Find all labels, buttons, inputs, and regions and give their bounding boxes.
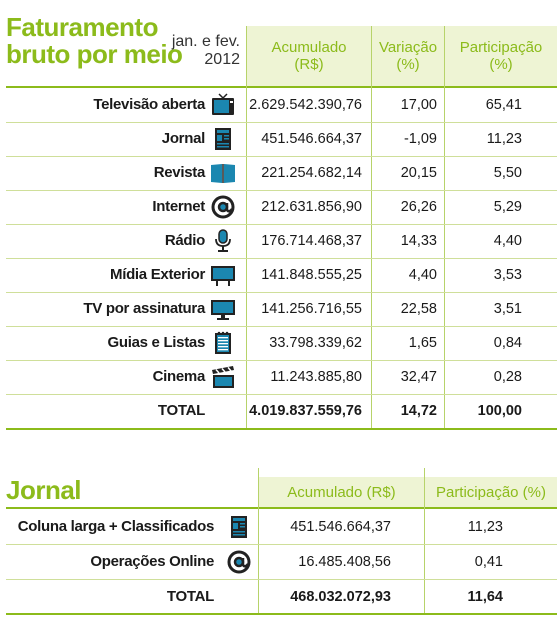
column-divider [424, 468, 425, 613]
cell-variacao: -1,09 [403, 131, 437, 147]
at-sign-icon [210, 195, 236, 219]
cell-acumulado: 212.631.856,90 [261, 199, 362, 215]
header-acumulado-line2: (R$) [294, 56, 324, 73]
monitor-icon [210, 297, 236, 321]
cell-participacao: 11,64 [467, 589, 504, 605]
cell-acumulado: 2.629.542.390,76 [249, 97, 362, 113]
cell-participacao: 65,41 [485, 97, 522, 113]
at-sign-icon [226, 550, 252, 574]
header-participacao: Participação (%) [425, 477, 557, 507]
cell-acumulado: 176.714.468,37 [261, 233, 362, 249]
cell-variacao: 20,15 [400, 165, 437, 181]
row-label: Revista [153, 164, 206, 181]
cell-participacao: 11,23 [467, 519, 503, 535]
table-title: Faturamento bruto por meio [6, 12, 183, 69]
row-label: TV por assinatura [83, 300, 205, 317]
row-separator [6, 326, 557, 327]
bottom-rule [6, 428, 557, 430]
cell-acumulado: 451.546.664,37 [290, 519, 391, 535]
cell-participacao: 0,84 [493, 335, 522, 351]
row-label: Cinema [152, 368, 206, 385]
cell-participacao: 4,40 [493, 233, 522, 249]
cell-variacao: 14,72 [400, 403, 437, 419]
header-acumulado-line1: Acumulado [271, 39, 347, 56]
header-acumulado: Acumulado (R$) [259, 477, 424, 507]
header-rule [6, 86, 557, 88]
row-label: Televisão aberta [93, 96, 205, 113]
header-variacao-line1: Variação [378, 39, 438, 56]
cell-participacao: 0,41 [474, 554, 503, 570]
header-participacao: Participação (%) [445, 26, 557, 86]
row-separator [6, 156, 557, 157]
cell-acumulado: 468.032.072,93 [290, 589, 391, 605]
period-line1: jan. e fev. [171, 33, 240, 50]
row-separator [6, 394, 557, 395]
row-separator [6, 224, 557, 225]
tv-icon [210, 93, 236, 117]
row-separator [6, 360, 557, 361]
newspaper-icon [226, 515, 252, 539]
microphone-icon [210, 229, 236, 253]
header-acumulado: Acumulado (R$) [247, 26, 371, 86]
column-divider [258, 468, 259, 613]
cell-acumulado: 141.256.716,55 [261, 301, 362, 317]
row-label: Mídia Exterior [110, 266, 205, 283]
billboard-icon [210, 263, 236, 287]
table-title-line2: bruto por meio [6, 39, 183, 69]
cell-participacao: 5,50 [493, 165, 522, 181]
column-divider [371, 26, 372, 430]
header-participacao-line1: Participação [459, 39, 543, 56]
row-separator [6, 292, 557, 293]
cell-acumulado: 33.798.339,62 [269, 335, 362, 351]
cell-variacao: 4,40 [408, 267, 437, 283]
row-separator [6, 190, 557, 191]
cell-acumulado: 141.848.555,25 [261, 267, 362, 283]
magazine-icon [210, 161, 236, 185]
cell-variacao: 1,65 [408, 335, 437, 351]
table-title-line1: Faturamento [6, 12, 158, 42]
cell-participacao: 11,23 [486, 131, 522, 147]
table-title: Jornal [6, 475, 82, 505]
row-label: Operações Online [90, 553, 214, 570]
period-line2: 2012 [204, 51, 240, 68]
header-variacao: Variação (%) [372, 26, 444, 86]
cell-participacao: 100,00 [477, 403, 522, 419]
cell-variacao: 17,00 [400, 97, 437, 113]
row-separator [6, 122, 557, 123]
header-participacao-line2: (%) [489, 56, 513, 73]
row-label: Guias e Listas [107, 334, 205, 351]
cell-acumulado: 16.485.408,56 [298, 554, 391, 570]
directory-icon [210, 331, 236, 355]
row-label: Coluna larga + Classificados [17, 518, 215, 535]
cell-participacao: 3,51 [493, 301, 522, 317]
cell-variacao: 14,33 [400, 233, 437, 249]
column-divider [444, 26, 445, 430]
row-separator [6, 579, 557, 580]
row-separator [6, 544, 557, 545]
cell-variacao: 22,58 [400, 301, 437, 317]
cell-variacao: 32,47 [400, 369, 437, 385]
row-label: Jornal [161, 130, 206, 147]
newspaper-icon [210, 127, 236, 151]
row-label: TOTAL [166, 588, 214, 605]
cell-participacao: 0,28 [493, 369, 522, 385]
row-separator [6, 258, 557, 259]
header-rule [6, 507, 557, 509]
cell-acumulado: 4.019.837.559,76 [249, 403, 362, 419]
clapperboard-icon [210, 365, 236, 389]
row-label: Internet [152, 198, 205, 215]
row-label: TOTAL [157, 402, 205, 419]
header-variacao-line2: (%) [396, 56, 420, 73]
period-label: jan. e fev. 2012 [160, 33, 240, 69]
cell-acumulado: 11.243.885,80 [270, 369, 362, 385]
row-label: Rádio [164, 232, 205, 249]
cell-acumulado: 451.546.664,37 [261, 131, 362, 147]
bottom-rule [6, 613, 557, 615]
column-divider [246, 26, 247, 430]
cell-acumulado: 221.254.682,14 [261, 165, 362, 181]
cell-variacao: 26,26 [400, 199, 437, 215]
cell-participacao: 5,29 [493, 199, 522, 215]
cell-participacao: 3,53 [493, 267, 522, 283]
